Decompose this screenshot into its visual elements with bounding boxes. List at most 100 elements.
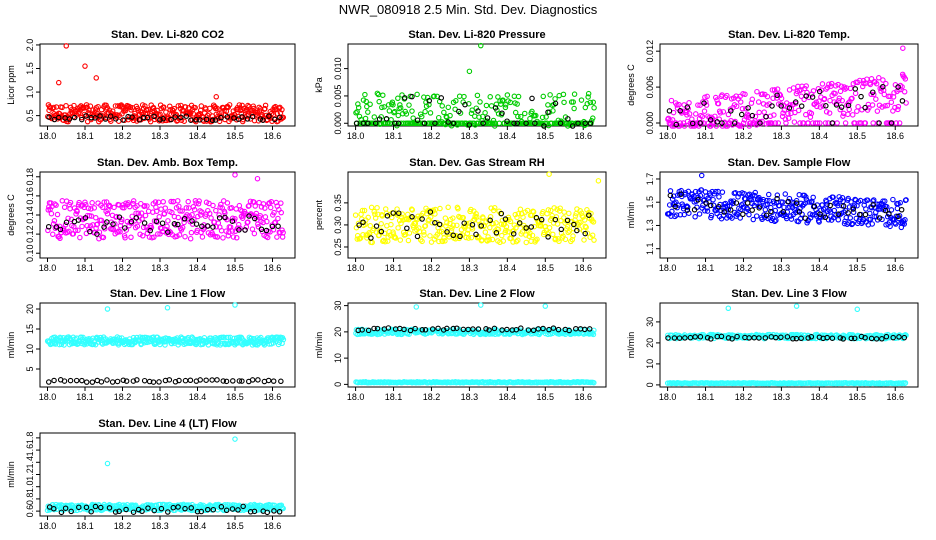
selected-point [725, 335, 732, 341]
data-point [735, 122, 742, 128]
selected-point [92, 115, 98, 121]
data-point [179, 208, 185, 214]
selected-point [422, 327, 429, 333]
plot-frame [39, 302, 296, 388]
outlier-point [164, 305, 171, 311]
y-tick-label: 0.30 [333, 216, 343, 234]
x-tick-label: 18.5 [537, 131, 555, 141]
data-point [262, 214, 269, 220]
data-point [422, 108, 428, 115]
panel-5: Stan. Dev. Gas Stream RH 18.0 18.1 18.2 18.3… [314, 157, 607, 273]
data-point [359, 207, 366, 214]
selected-point [87, 228, 93, 235]
data-point [395, 95, 401, 102]
x-tick-label: 18.6 [886, 131, 904, 141]
selected-point [372, 120, 379, 127]
selected-point [552, 100, 559, 107]
data-point [437, 205, 443, 212]
data-point [468, 234, 475, 241]
data-point [182, 104, 189, 110]
y-tick-label: 15 [25, 324, 35, 334]
data-point [495, 94, 501, 100]
data-point [465, 235, 472, 241]
data-point [197, 212, 204, 218]
data-point [849, 112, 856, 118]
data-point [238, 110, 245, 117]
selected-point [187, 377, 194, 384]
data-point [764, 93, 771, 100]
data-point [771, 112, 777, 118]
data-point [782, 191, 789, 197]
selected-point [164, 229, 171, 235]
data-point [134, 223, 141, 229]
selected-point [120, 117, 126, 123]
data-point [162, 205, 169, 211]
data-point [549, 215, 555, 222]
selected-point [898, 207, 905, 213]
data-point [519, 229, 526, 235]
selected-point [691, 207, 698, 213]
data-point [61, 204, 68, 211]
selected-point [676, 335, 683, 341]
data-point [771, 200, 777, 206]
selected-point [569, 123, 576, 129]
selected-point [183, 113, 190, 119]
panel-title: Stan. Dev. Gas Stream RH [409, 157, 545, 169]
selected-point [498, 210, 505, 217]
data-point [142, 203, 148, 209]
y-tick-label: 0.25 [333, 238, 343, 256]
selected-point [63, 219, 70, 226]
data-point [902, 76, 909, 82]
x-tick-label: 18.1 [385, 392, 403, 402]
y-tick-label: 0.35 [333, 194, 343, 212]
selected-point [79, 116, 85, 123]
selected-point [762, 335, 769, 341]
x-tick-label: 18.2 [114, 521, 132, 531]
data-point [514, 101, 520, 107]
data-point [161, 104, 167, 110]
data-point [79, 223, 85, 230]
data-point [793, 197, 800, 204]
selected-point [504, 326, 510, 333]
data-point [418, 113, 425, 120]
x-tick-label: 18.3 [151, 521, 169, 531]
data-point [186, 213, 193, 219]
data-point [681, 211, 688, 218]
data-point [489, 236, 496, 243]
y-tick-label: 1.6 [25, 444, 35, 457]
data-point [455, 206, 461, 212]
data-point [748, 197, 755, 203]
panel-10: Stan. Dev. Line 4 (LT) Flow 18.0 18.1 18.2 1… [6, 418, 296, 531]
data-point [128, 234, 134, 241]
data-point [236, 202, 243, 209]
selected-point [159, 220, 166, 226]
selected-point [188, 117, 194, 123]
data-point [693, 111, 699, 117]
selected-point [239, 378, 245, 384]
data-point [561, 209, 567, 215]
data-point [409, 108, 415, 114]
data-point [746, 123, 753, 129]
y-tick-label: 0.6 [25, 505, 35, 518]
selected-point [454, 325, 460, 331]
data-point [770, 95, 776, 102]
selected-point [383, 116, 390, 122]
data-point [545, 102, 551, 108]
x-tick-label: 18.5 [537, 392, 555, 402]
data-point [734, 211, 741, 218]
data-point [456, 120, 462, 127]
selected-point [193, 221, 200, 227]
data-point [262, 205, 268, 211]
data-point [590, 115, 596, 121]
panel-8: Stan. Dev. Line 2 Flow 18.0 18.1 18.2 18.3 18… [314, 288, 607, 402]
selected-point [275, 223, 281, 229]
x-tick-label: 18.0 [39, 392, 57, 402]
data-point [774, 192, 781, 198]
outlier-point [232, 172, 238, 178]
selected-point [895, 84, 901, 90]
selected-point [51, 377, 57, 384]
data-point [712, 113, 718, 120]
panel-1: Stan. Dev. Li-820 CO2 18.0 18.1 18.2 18.3 18.… [6, 29, 296, 141]
data-point [849, 95, 855, 102]
selected-point [545, 109, 551, 115]
